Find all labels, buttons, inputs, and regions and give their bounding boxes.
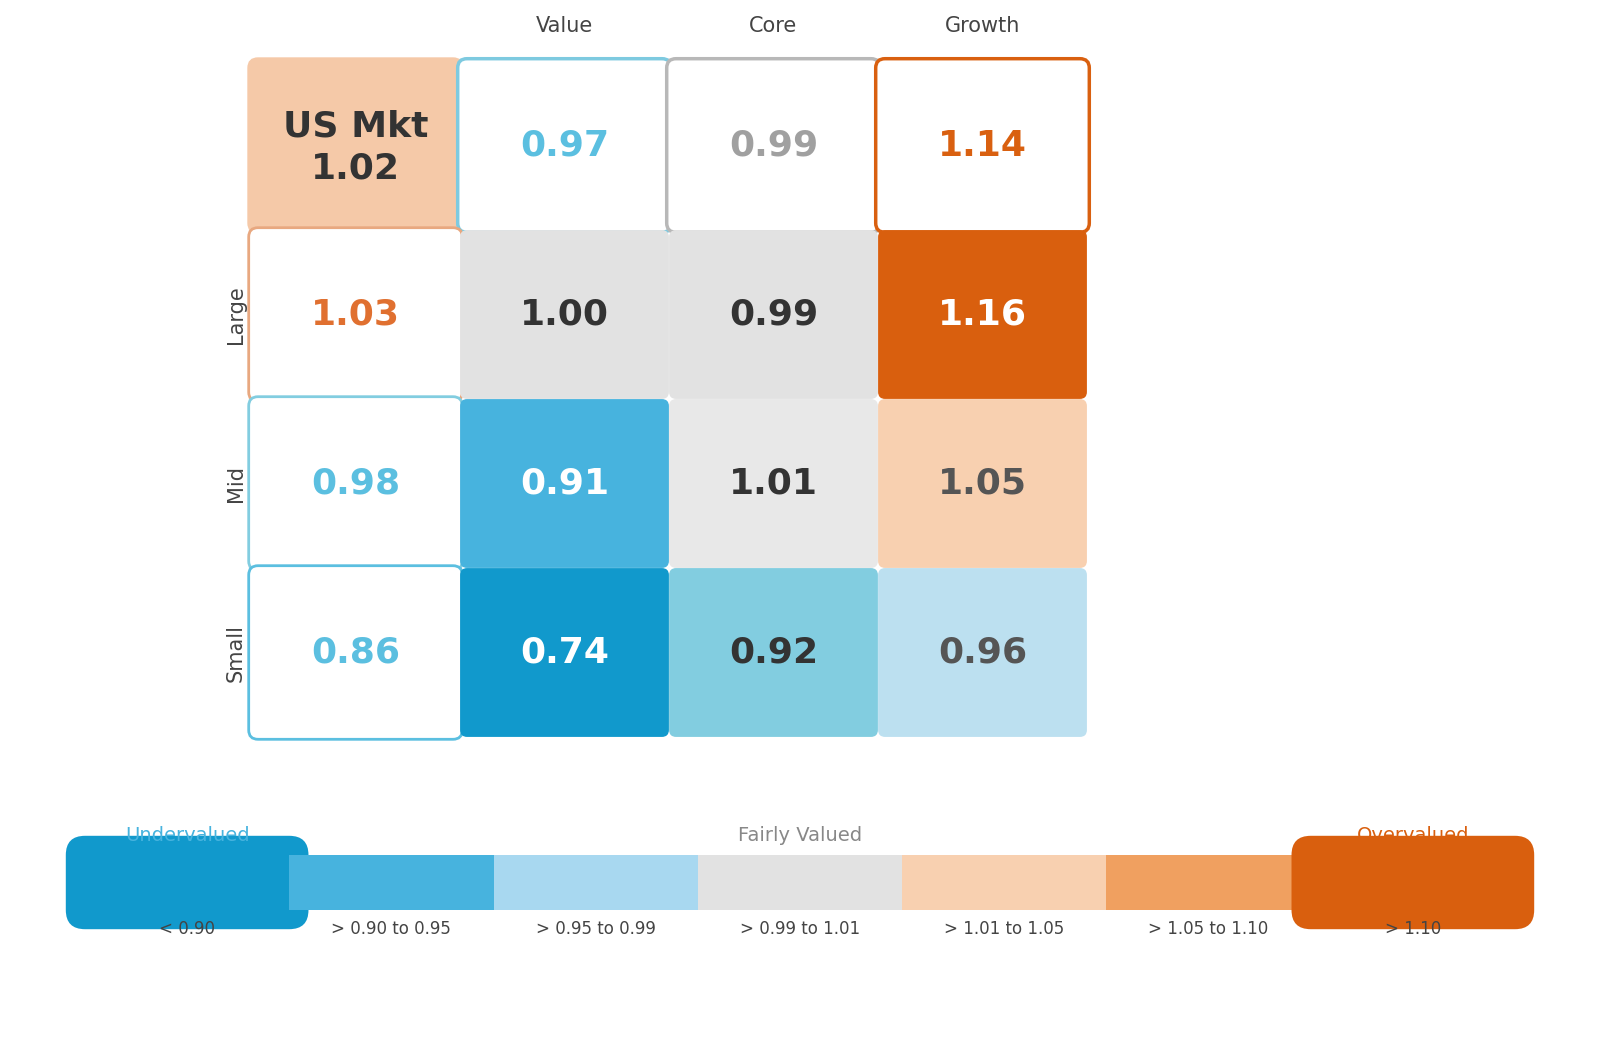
Text: 0.96: 0.96 [938, 635, 1027, 669]
Text: 0.99: 0.99 [730, 128, 818, 162]
Bar [698, 855, 902, 910]
FancyBboxPatch shape [670, 569, 877, 736]
FancyBboxPatch shape [66, 835, 309, 929]
FancyBboxPatch shape [878, 569, 1086, 736]
Text: > 1.10: > 1.10 [1384, 920, 1442, 938]
FancyBboxPatch shape [248, 59, 462, 232]
Text: Large: Large [226, 285, 246, 344]
Text: 1.03: 1.03 [310, 298, 400, 331]
Text: 0.98: 0.98 [310, 466, 400, 501]
Text: 0.74: 0.74 [520, 635, 610, 669]
Text: Overvalued: Overvalued [1357, 826, 1469, 845]
Text: Undervalued: Undervalued [125, 826, 250, 845]
FancyBboxPatch shape [875, 59, 1090, 232]
Text: Value: Value [536, 16, 594, 36]
FancyBboxPatch shape [458, 59, 672, 232]
Text: Growth: Growth [946, 16, 1021, 36]
FancyBboxPatch shape [667, 59, 880, 232]
FancyBboxPatch shape [878, 400, 1086, 567]
Text: Fairly Valued: Fairly Valued [738, 826, 862, 845]
Text: 0.91: 0.91 [520, 466, 610, 501]
Text: 1.14: 1.14 [938, 128, 1027, 162]
FancyBboxPatch shape [461, 569, 669, 736]
Text: > 0.99 to 1.01: > 0.99 to 1.01 [739, 920, 861, 938]
Text: 1.16: 1.16 [938, 298, 1027, 331]
Text: Small: Small [226, 624, 246, 682]
Text: 1.02: 1.02 [310, 151, 400, 186]
Text: > 0.90 to 0.95: > 0.90 to 0.95 [331, 920, 451, 938]
Text: Mid: Mid [226, 465, 246, 502]
Bar [902, 855, 1107, 910]
Text: 1.00: 1.00 [520, 298, 610, 331]
Bar [166, 855, 290, 910]
Bar [1107, 855, 1310, 910]
Text: 1.01: 1.01 [730, 466, 818, 501]
FancyBboxPatch shape [461, 400, 669, 567]
FancyBboxPatch shape [1291, 835, 1534, 929]
Bar [1310, 855, 1434, 910]
Text: Core: Core [749, 16, 798, 36]
Text: 0.99: 0.99 [730, 298, 818, 331]
Bar [493, 855, 698, 910]
FancyBboxPatch shape [878, 230, 1086, 399]
Text: > 0.95 to 0.99: > 0.95 to 0.99 [536, 920, 656, 938]
FancyBboxPatch shape [248, 397, 462, 570]
Text: 0.86: 0.86 [310, 635, 400, 669]
FancyBboxPatch shape [670, 400, 877, 567]
FancyBboxPatch shape [670, 230, 877, 399]
Bar [290, 855, 493, 910]
Text: 0.97: 0.97 [520, 128, 610, 162]
Text: > 1.05 to 1.10: > 1.05 to 1.10 [1149, 920, 1269, 938]
Text: 1.05: 1.05 [938, 466, 1027, 501]
Text: < 0.90: < 0.90 [158, 920, 214, 938]
FancyBboxPatch shape [248, 566, 462, 740]
Text: US Mkt: US Mkt [283, 109, 429, 144]
Text: > 1.01 to 1.05: > 1.01 to 1.05 [944, 920, 1064, 938]
FancyBboxPatch shape [248, 227, 462, 401]
Text: 0.92: 0.92 [730, 635, 818, 669]
FancyBboxPatch shape [461, 230, 669, 399]
